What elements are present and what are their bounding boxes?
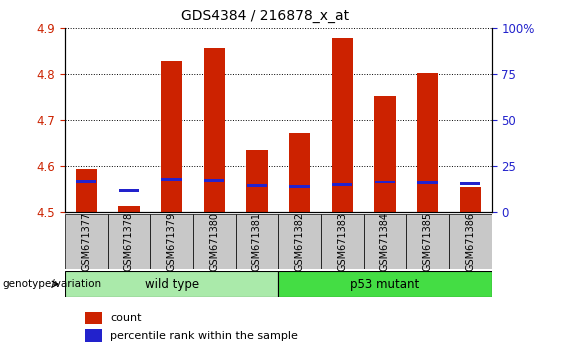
Bar [246,150,268,212]
Bar [85,312,102,324]
Bar [289,185,310,188]
Bar [161,62,182,212]
Bar [76,180,97,183]
Bar [236,214,278,269]
Bar [65,214,107,269]
Bar [162,178,182,181]
Text: GSM671381: GSM671381 [252,212,262,271]
Text: GSM671383: GSM671383 [337,212,347,271]
Text: GSM671378: GSM671378 [124,212,134,271]
Bar [321,214,364,269]
Bar [279,214,321,269]
Text: GSM671385: GSM671385 [423,212,433,271]
Bar [85,329,102,342]
Text: genotype/variation: genotype/variation [3,279,102,289]
Bar [279,271,492,297]
Bar [193,214,236,269]
Text: GDS4384 / 216878_x_at: GDS4384 / 216878_x_at [181,9,350,23]
Bar [449,214,492,269]
Bar [332,183,353,186]
Text: p53 mutant: p53 mutant [350,278,420,291]
Bar [418,181,438,184]
Bar [459,187,481,212]
Text: GSM671384: GSM671384 [380,212,390,271]
Bar [119,189,139,192]
Bar [65,271,278,297]
Bar [374,96,396,212]
Bar [150,214,193,269]
Text: GSM671377: GSM671377 [81,212,92,271]
Bar [364,214,406,269]
Bar [76,169,97,212]
Bar [247,184,267,187]
Text: wild type: wild type [145,278,199,291]
Bar [417,73,438,212]
Text: percentile rank within the sample: percentile rank within the sample [110,331,298,341]
Bar [203,48,225,212]
Bar [204,179,224,182]
Bar [107,214,150,269]
Text: count: count [110,313,142,323]
Text: GSM671382: GSM671382 [294,212,305,271]
Text: GSM671386: GSM671386 [465,212,475,271]
Bar [406,214,449,269]
Bar [460,182,480,185]
Bar [118,206,140,212]
Text: GSM671379: GSM671379 [167,212,177,271]
Text: GSM671380: GSM671380 [209,212,219,271]
Bar [332,39,353,212]
Bar [375,181,395,183]
Bar [289,133,310,212]
